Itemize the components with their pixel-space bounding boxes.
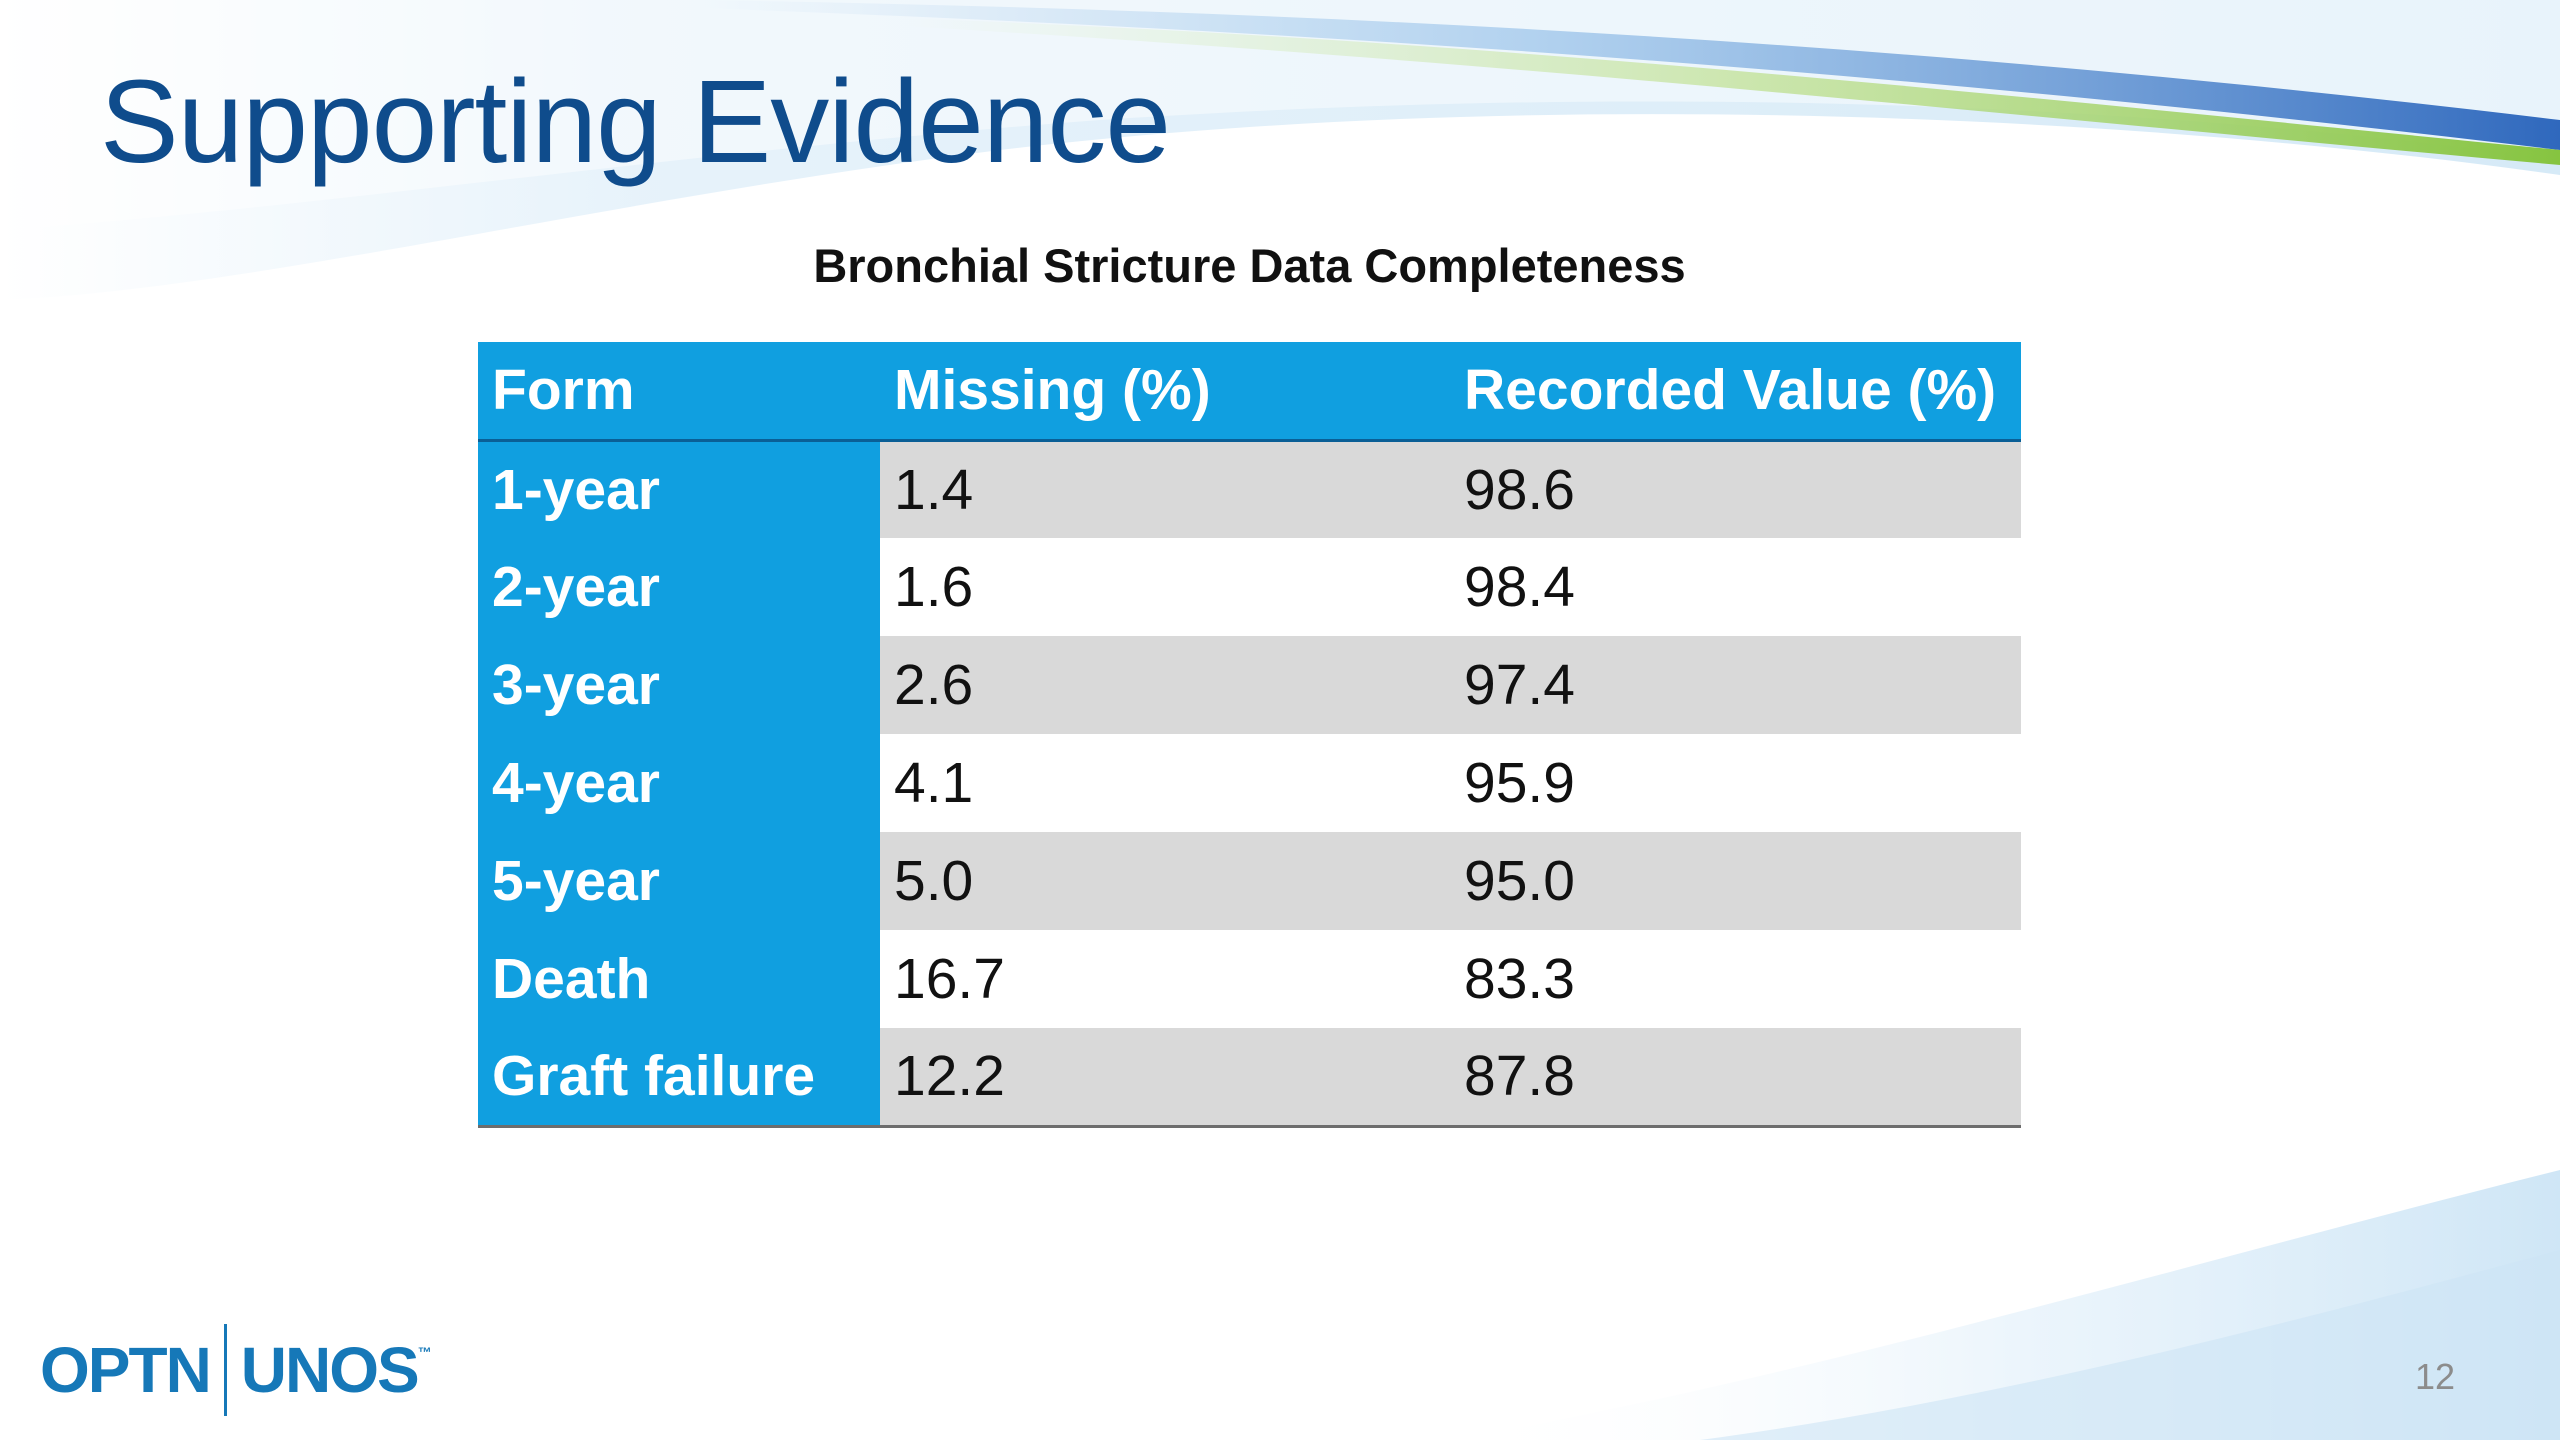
column-header-form: Form [478, 342, 880, 442]
column-header-missing: Missing (%) [880, 342, 1450, 442]
row-label-form: 3-year [478, 636, 880, 734]
cell-recorded: 98.4 [1450, 538, 2021, 636]
cell-recorded: 95.9 [1450, 734, 2021, 832]
cell-missing: 4.1 [880, 734, 1450, 832]
row-label-form: 4-year [478, 734, 880, 832]
cell-missing: 2.6 [880, 636, 1450, 734]
table-title: Bronchial Stricture Data Completeness [813, 239, 1686, 292]
table-row: Graft failure 12.2 87.8 [478, 1028, 2021, 1128]
table-header-row: Form Missing (%) Recorded Value (%) [478, 342, 2021, 442]
cell-recorded: 87.8 [1450, 1028, 2021, 1128]
cell-missing: 1.4 [880, 440, 1450, 538]
page-number: 12 [2414, 1356, 2455, 1397]
table-row: 3-year 2.6 97.4 [478, 636, 2021, 734]
slide-title: Supporting Evidence [100, 56, 1171, 188]
logo-optn-text: OPTN [40, 1333, 212, 1406]
cell-recorded: 97.4 [1450, 636, 2021, 734]
row-label-form: 5-year [478, 832, 880, 930]
logo-unos-text: UNOS [240, 1333, 420, 1406]
row-label-form: Death [478, 930, 880, 1028]
logo-trademark: ™ [417, 1344, 432, 1360]
table-row: 1-year 1.4 98.6 [478, 440, 2021, 538]
table-row: 2-year 1.6 98.4 [478, 538, 2021, 636]
cell-recorded: 95.0 [1450, 832, 2021, 930]
cell-recorded: 83.3 [1450, 930, 2021, 1028]
cell-missing: 5.0 [880, 832, 1450, 930]
row-label-form: 2-year [478, 538, 880, 636]
column-header-recorded: Recorded Value (%) [1450, 342, 2021, 442]
logo-divider [223, 1323, 227, 1416]
row-label-form: 1-year [478, 440, 880, 538]
row-label-form: Graft failure [478, 1028, 880, 1128]
table-row: 5-year 5.0 95.0 [478, 832, 2021, 930]
cell-missing: 1.6 [880, 538, 1450, 636]
cell-recorded: 98.6 [1450, 440, 2021, 538]
cell-missing: 12.2 [880, 1028, 1450, 1128]
optn-unos-logo: OPTN UNOS ™ [40, 1322, 432, 1417]
data-completeness-table: Form Missing (%) Recorded Value (%) 1-ye… [478, 342, 2021, 1128]
cell-missing: 16.7 [880, 930, 1450, 1028]
table-row: 4-year 4.1 95.9 [478, 734, 2021, 832]
table-row: Death 16.7 83.3 [478, 930, 2021, 1028]
